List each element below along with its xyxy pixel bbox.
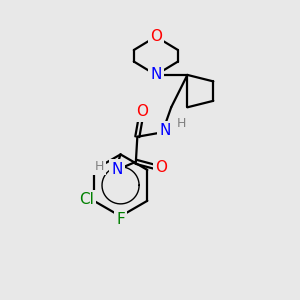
Text: H: H [94, 160, 104, 173]
Text: Cl: Cl [79, 192, 94, 207]
Text: O: O [136, 104, 148, 119]
Text: O: O [155, 160, 167, 175]
Text: N: N [111, 162, 122, 177]
Text: N: N [150, 68, 162, 82]
Text: H: H [177, 117, 186, 130]
Text: N: N [160, 123, 171, 138]
Text: F: F [116, 212, 125, 227]
Text: O: O [150, 29, 162, 44]
